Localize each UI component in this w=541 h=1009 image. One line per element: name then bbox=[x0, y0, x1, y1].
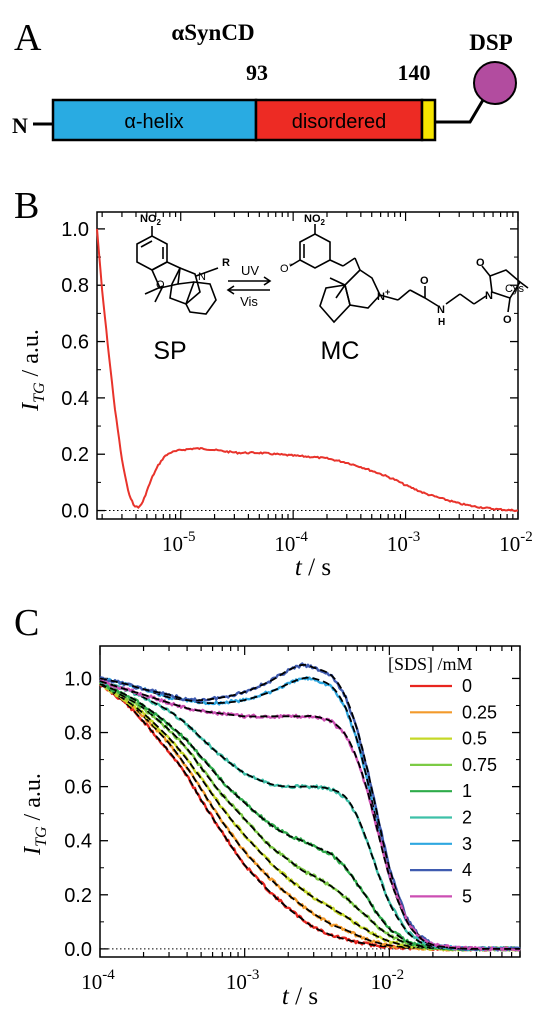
mc-amide-o: O bbox=[420, 275, 429, 287]
sp-no2: NO2 bbox=[140, 213, 162, 227]
panel-c-curves bbox=[99, 662, 521, 952]
panel-c-xtick-label: 10-2 bbox=[371, 967, 405, 994]
disordered-domain bbox=[254, 98, 424, 142]
series-1-fit bbox=[99, 683, 520, 950]
residue-93-label: 93 bbox=[246, 60, 268, 85]
panel-c-letter: C bbox=[14, 602, 39, 644]
protein-title: αSynCD bbox=[171, 20, 254, 45]
mc-label: MC bbox=[321, 337, 360, 365]
panel-b-x-label: t / s bbox=[295, 554, 331, 581]
sp-n: N bbox=[198, 271, 206, 283]
series-0-fit bbox=[99, 683, 520, 950]
panel-c-ytick-label: 0.4 bbox=[64, 831, 92, 853]
legend-label-2: 2 bbox=[462, 808, 472, 828]
n-terminus-label: N bbox=[12, 113, 28, 138]
panel-b-ytick-label: 0.6 bbox=[61, 332, 89, 354]
legend-label-4: 4 bbox=[462, 860, 472, 880]
sp-r: R bbox=[222, 257, 230, 269]
panel-c-x-label: t / s bbox=[282, 983, 318, 1009]
dsp-probe bbox=[473, 61, 517, 105]
panel-c-ytick-label: 0.6 bbox=[64, 777, 92, 799]
legend-label-1: 1 bbox=[462, 781, 472, 801]
panel-b-axes: 0.0 0.2 0.4 0.6 0.8 1.0 10-5 10-4 10-3 10-2 bbox=[61, 212, 533, 556]
cys-tag bbox=[420, 98, 437, 142]
mc-n-plus: N+ bbox=[377, 287, 390, 303]
legend-label-0.25: 0.25 bbox=[462, 702, 497, 722]
panel-b-xtick-label: 10-5 bbox=[162, 529, 196, 556]
vis-label: Vis bbox=[240, 294, 258, 309]
dsp-label: DSP bbox=[469, 30, 512, 55]
mc-cys: Cys bbox=[505, 283, 524, 295]
legend-label-0.5: 0.5 bbox=[462, 729, 487, 749]
mc-structure bbox=[289, 224, 529, 324]
panel-b-curve bbox=[96, 228, 519, 513]
panel-b-y-label: ITG / a.u. bbox=[18, 329, 48, 412]
sp-structure bbox=[136, 226, 219, 315]
panel-c-axes: 0.0 0.2 0.4 0.6 0.8 1.0 10-4 10-3 10-2 bbox=[64, 646, 521, 994]
panel-c: C 0.0 0.2 0.4 0.6 0.8 1.0 10-4 10-3 10-2 [SDS] /… bbox=[14, 602, 521, 1009]
residue-140-label: 140 bbox=[398, 60, 431, 85]
panel-b-xtick-label: 10-3 bbox=[387, 529, 421, 556]
panel-b-xtick-label: 10-4 bbox=[274, 529, 308, 556]
panel-a: A αSynCD 93 140 DSP N α-helix disordered bbox=[12, 17, 517, 142]
legend-label-3: 3 bbox=[462, 834, 472, 854]
photochromic-scheme: NO2 O N R UV Vis bbox=[136, 213, 529, 365]
panel-c-xtick-label: 10-4 bbox=[81, 967, 115, 994]
helix-domain-label: α-helix bbox=[124, 111, 183, 133]
mc-amide-n: N bbox=[437, 304, 445, 316]
panel-c-frame bbox=[99, 645, 521, 958]
uv-label: UV bbox=[241, 263, 259, 278]
panel-b-letter: B bbox=[14, 185, 39, 227]
panel-b-ytick-label: 1.0 bbox=[61, 219, 89, 241]
legend-label-5: 5 bbox=[462, 886, 472, 906]
mc-imide-o2: O bbox=[503, 314, 512, 326]
panel-b: B 0.0 0.2 0.4 0.6 0.8 1.0 10-5 10-4 10-3 10-2 ITG… bbox=[14, 185, 533, 581]
panel-c-ytick-label: 0.2 bbox=[64, 885, 92, 907]
legend-label-0.75: 0.75 bbox=[462, 755, 497, 775]
legend-title: [SDS] /mM bbox=[388, 654, 473, 674]
series-5-fit bbox=[99, 680, 521, 950]
panel-b-xtick-label: 10-2 bbox=[499, 529, 533, 556]
legend-label-0: 0 bbox=[462, 676, 472, 696]
panel-c-y-label: ITG / a.u. bbox=[20, 773, 50, 856]
panel-b-ytick-label: 0.2 bbox=[61, 444, 89, 466]
mc-no2: NO2 bbox=[304, 213, 326, 227]
sp-label: SP bbox=[153, 337, 186, 365]
panel-c-xtick-label: 10-3 bbox=[226, 967, 260, 994]
linker bbox=[435, 99, 485, 124]
panel-b-ytick-label: 0.0 bbox=[61, 501, 89, 523]
mc-o-minus: O− bbox=[280, 259, 294, 275]
panel-b-ytick-label: 0.8 bbox=[61, 275, 89, 297]
panel-a-letter: A bbox=[14, 17, 42, 59]
panel-c-ytick-label: 1.0 bbox=[64, 668, 92, 690]
mc-imide-o1: O bbox=[476, 257, 485, 269]
panel-c-legend: [SDS] /mM 0 0.25 0.5 0.75 1 2 3 4 5 bbox=[388, 654, 497, 906]
mc-imide-n: N bbox=[485, 290, 493, 302]
disordered-domain-label: disordered bbox=[292, 111, 387, 133]
panel-c-ytick-label: 0.8 bbox=[64, 723, 92, 745]
sp-o: O bbox=[156, 279, 165, 291]
series-2-fit bbox=[99, 680, 521, 950]
panel-b-ytick-label: 0.4 bbox=[61, 388, 89, 410]
mc-amide-h: H bbox=[438, 317, 445, 328]
panel-b-frame bbox=[96, 211, 519, 520]
panel-c-ytick-label: 0.0 bbox=[64, 939, 92, 961]
